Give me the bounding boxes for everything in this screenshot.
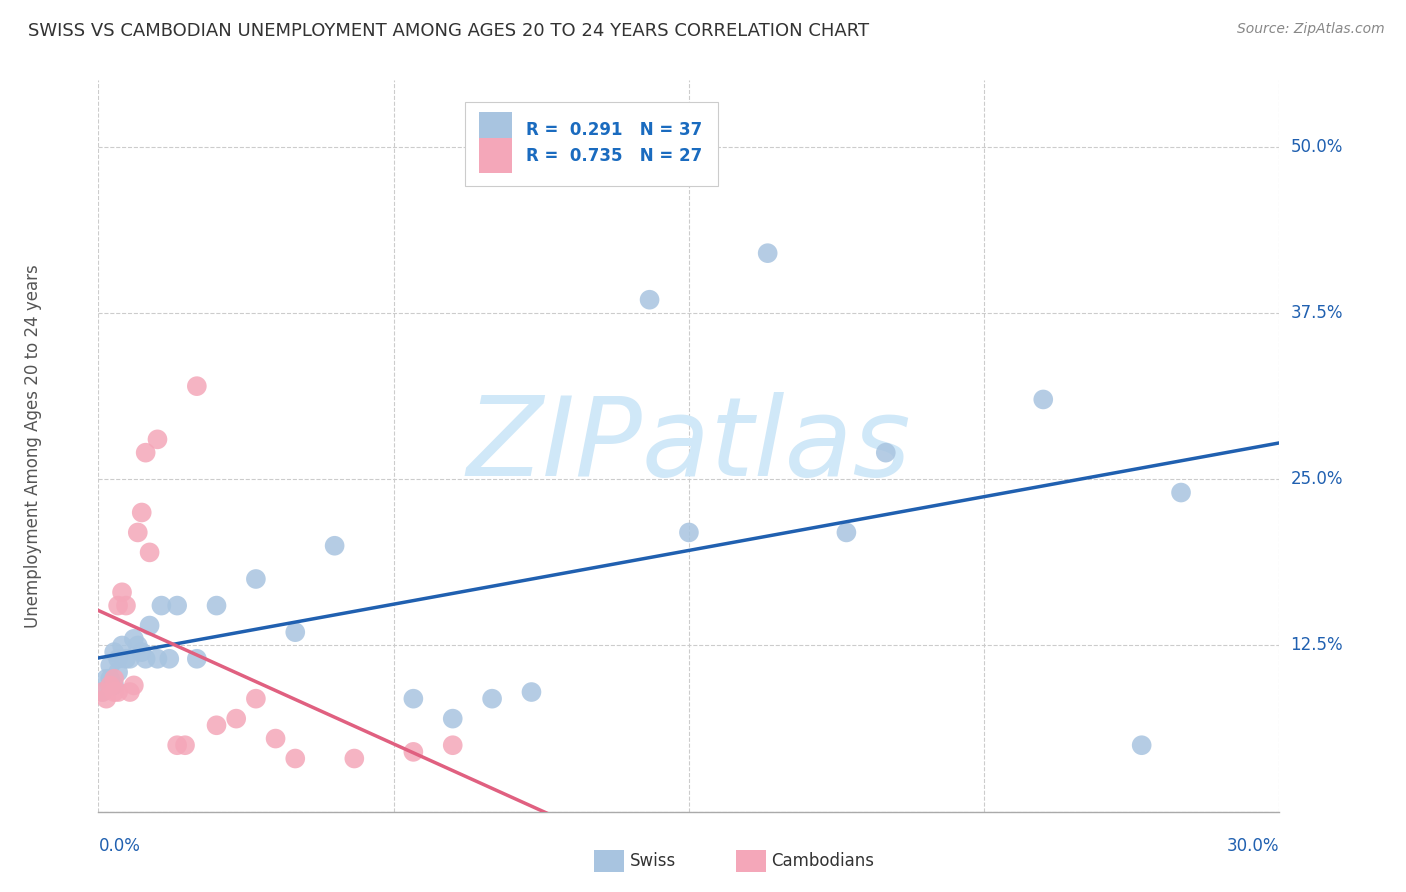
Point	[205, 718, 228, 732]
Point	[122, 678, 145, 692]
Point	[107, 685, 129, 699]
Point	[402, 691, 425, 706]
Point	[225, 712, 247, 726]
Point	[115, 599, 138, 613]
Point	[138, 618, 160, 632]
Point	[107, 599, 129, 613]
Point	[131, 645, 153, 659]
Point	[520, 685, 543, 699]
Text: ZIPatlas: ZIPatlas	[467, 392, 911, 500]
Text: 25.0%: 25.0%	[1291, 470, 1343, 488]
Text: 50.0%: 50.0%	[1291, 137, 1343, 156]
Text: R =  0.291   N = 37: R = 0.291 N = 37	[526, 121, 702, 139]
Point	[135, 652, 157, 666]
Text: Source: ZipAtlas.com: Source: ZipAtlas.com	[1237, 22, 1385, 37]
FancyBboxPatch shape	[595, 850, 624, 872]
Point	[402, 745, 425, 759]
Point	[343, 751, 366, 765]
Text: Unemployment Among Ages 20 to 24 years: Unemployment Among Ages 20 to 24 years	[24, 264, 42, 628]
Point	[1170, 485, 1192, 500]
FancyBboxPatch shape	[478, 138, 512, 173]
Text: 30.0%: 30.0%	[1227, 837, 1279, 855]
Point	[115, 652, 138, 666]
Point	[127, 525, 149, 540]
Point	[118, 685, 141, 699]
Point	[1130, 738, 1153, 752]
Text: R =  0.735   N = 27: R = 0.735 N = 27	[526, 146, 702, 165]
Point	[205, 599, 228, 613]
Point	[174, 738, 197, 752]
Point	[245, 691, 267, 706]
Point	[131, 506, 153, 520]
Text: Swiss: Swiss	[630, 853, 676, 871]
Point	[91, 685, 114, 699]
FancyBboxPatch shape	[737, 850, 766, 872]
Point	[135, 445, 157, 459]
FancyBboxPatch shape	[478, 112, 512, 147]
Point	[98, 678, 121, 692]
Point	[157, 652, 180, 666]
Point	[186, 652, 208, 666]
Point	[96, 691, 118, 706]
Point	[835, 525, 858, 540]
Point	[103, 645, 125, 659]
Point	[111, 639, 134, 653]
Point	[245, 572, 267, 586]
Point	[107, 652, 129, 666]
Point	[284, 625, 307, 640]
Point	[127, 639, 149, 653]
Point	[323, 539, 346, 553]
Point	[98, 658, 121, 673]
Text: 12.5%: 12.5%	[1291, 637, 1343, 655]
Point	[138, 545, 160, 559]
Point	[1032, 392, 1054, 407]
Point	[756, 246, 779, 260]
Point	[678, 525, 700, 540]
Text: 0.0%: 0.0%	[98, 837, 141, 855]
Point	[166, 738, 188, 752]
Point	[146, 652, 169, 666]
Point	[122, 632, 145, 646]
Point	[264, 731, 287, 746]
Point	[638, 293, 661, 307]
Point	[150, 599, 173, 613]
Text: SWISS VS CAMBODIAN UNEMPLOYMENT AMONG AGES 20 TO 24 YEARS CORRELATION CHART: SWISS VS CAMBODIAN UNEMPLOYMENT AMONG AG…	[28, 22, 869, 40]
Point	[118, 652, 141, 666]
Point	[441, 738, 464, 752]
Point	[875, 445, 897, 459]
Point	[98, 672, 121, 686]
Point	[284, 751, 307, 765]
Point	[481, 691, 503, 706]
Point	[111, 585, 134, 599]
Text: Cambodians: Cambodians	[772, 853, 875, 871]
Point	[441, 712, 464, 726]
Point	[186, 379, 208, 393]
Point	[166, 599, 188, 613]
Text: 37.5%: 37.5%	[1291, 304, 1343, 322]
FancyBboxPatch shape	[464, 103, 718, 186]
Point	[103, 678, 125, 692]
Point	[91, 685, 114, 699]
Point	[103, 672, 125, 686]
Point	[107, 665, 129, 679]
Point	[103, 685, 125, 699]
Point	[96, 672, 118, 686]
Point	[146, 433, 169, 447]
